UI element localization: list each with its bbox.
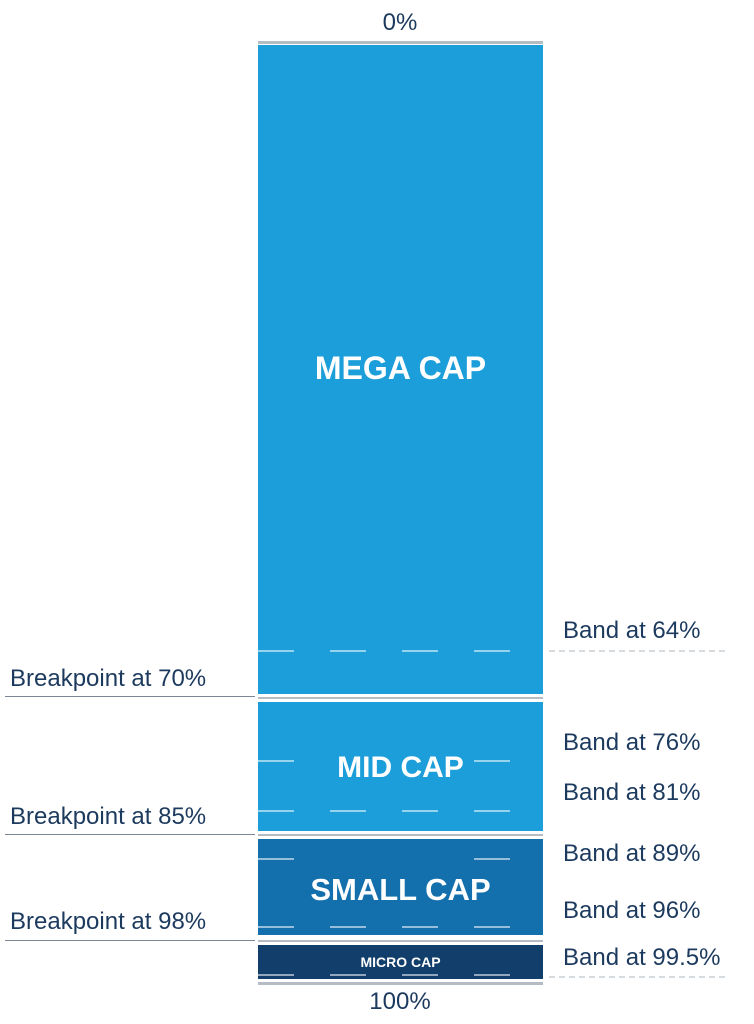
band-dashes-81 — [258, 810, 543, 812]
band-dashes-64 — [258, 650, 543, 652]
band-dashes-99-5 — [258, 974, 543, 976]
breakpoint-line-85 — [5, 834, 255, 835]
band-label-96: Band at 96% — [563, 897, 701, 924]
segment-small-cap — [258, 839, 543, 935]
top-label: 0% — [382, 9, 418, 36]
breakpoint-label-85: Breakpoint at 85% — [10, 803, 207, 830]
band-label-81: Band at 81% — [563, 779, 701, 806]
top-edge-line — [258, 41, 543, 44]
band-label-64: Band at 64% — [563, 617, 701, 644]
separator-line — [258, 697, 543, 699]
band-label-99-5: Band at 99.5% — [563, 944, 721, 971]
segment-label-mid-cap: MID CAP — [337, 751, 464, 784]
band-dashes-76 — [258, 760, 543, 762]
breakpoint-line-70 — [5, 696, 255, 697]
segment-mega-cap — [258, 45, 543, 694]
separator-line — [258, 940, 543, 942]
segment-label-small-cap: SMALL CAP — [310, 872, 491, 907]
breakpoint-label-98: Breakpoint at 98% — [10, 908, 207, 935]
separator-line — [258, 834, 543, 836]
band-label-89: Band at 89% — [563, 840, 701, 867]
segment-label-micro-cap: MICRO CAP — [360, 954, 441, 970]
band-label-76: Band at 76% — [563, 729, 701, 756]
segment-label-mega-cap: MEGA CAP — [314, 350, 487, 386]
band-line-64 — [549, 650, 725, 652]
band-dashes-89 — [258, 858, 543, 860]
breakpoint-line-98 — [5, 940, 255, 941]
band-line-99-5 — [549, 976, 725, 978]
segment-mid-cap — [258, 702, 543, 831]
bottom-edge-line — [258, 982, 543, 985]
segment-micro-cap — [258, 945, 543, 979]
breakpoint-label-70: Breakpoint at 70% — [10, 665, 207, 692]
bottom-label: 100% — [369, 988, 431, 1015]
band-dashes-96 — [258, 926, 543, 928]
